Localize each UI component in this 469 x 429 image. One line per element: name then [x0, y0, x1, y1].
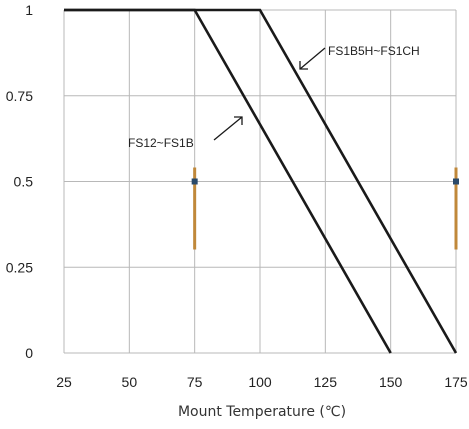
y-tick-label: 0 — [25, 345, 33, 361]
grid — [63, 9, 457, 354]
series-line — [64, 8, 458, 354]
y-tick-label: 1 — [25, 2, 33, 18]
series-annotation: FS12~FS1B — [128, 136, 194, 150]
arrow-head — [234, 116, 243, 125]
x-tick-label: 25 — [56, 374, 72, 390]
x-axis-ticks: 25 50 75 100 125 150 175 — [56, 374, 468, 390]
x-tick-label: 100 — [248, 374, 272, 390]
marker-dot — [191, 178, 198, 185]
y-tick-label: 0.75 — [6, 88, 33, 104]
annotations: FS1B5H~FS1CH FS12~FS1B — [128, 44, 420, 150]
x-axis-label: Mount Temperature (℃) — [178, 404, 346, 420]
x-tick-label: 75 — [187, 374, 203, 390]
series-lines — [64, 8, 458, 354]
arrow-head — [299, 61, 308, 70]
x-tick-label: 150 — [379, 374, 403, 390]
annotation-arrow — [299, 47, 326, 70]
markers — [191, 167, 459, 250]
x-tick-label: 50 — [122, 374, 138, 390]
x-tick-label: 125 — [314, 374, 338, 390]
annotation-arrow — [213, 116, 243, 141]
y-axis-ticks: 0 0.25 0.5 0.75 1 — [6, 2, 33, 361]
x-tick-label: 175 — [444, 374, 468, 390]
marker-dot — [453, 178, 459, 185]
series-annotation: FS1B5H~FS1CH — [328, 44, 420, 58]
y-tick-label: 0.25 — [6, 259, 33, 275]
y-tick-label: 0.5 — [14, 174, 34, 190]
